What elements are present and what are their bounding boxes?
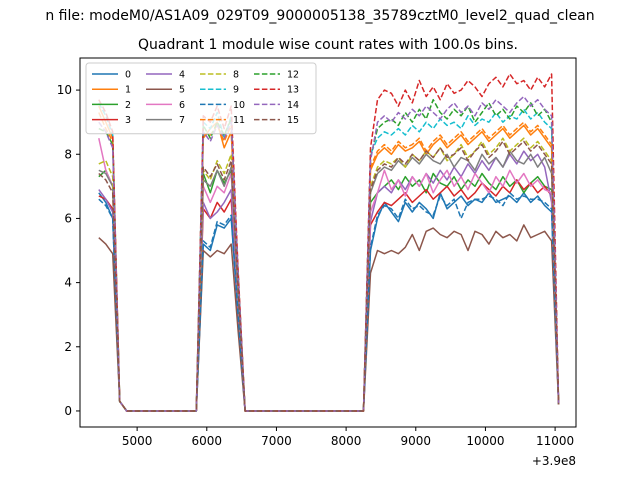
legend-entry-9: 9 [200, 85, 239, 96]
legend-label: 12 [287, 70, 299, 81]
x-axis: 5000 6000 7000 8000 9000 10000 11000 [122, 427, 574, 448]
y-tick-label: 0 [64, 404, 72, 418]
legend-entry-10: 10 [200, 100, 245, 111]
legend-label: 1 [125, 85, 131, 96]
series-line-15 [98, 140, 560, 412]
legend-entry-12: 12 [254, 70, 299, 81]
series-line-1 [98, 105, 560, 412]
legend-entry-7: 7 [146, 115, 185, 126]
legend-entry-5: 5 [146, 85, 185, 96]
legend-label: 13 [287, 85, 299, 96]
x-tick-label: 7000 [261, 434, 292, 448]
y-axis: 0 2 4 6 8 10 [57, 83, 80, 418]
legend-label: 6 [179, 100, 185, 111]
legend-label: 15 [287, 115, 299, 126]
series-line-0 [98, 192, 560, 412]
legend-label: 4 [179, 70, 185, 81]
y-tick-label: 8 [64, 147, 72, 161]
series-lines [98, 73, 560, 412]
x-tick-label: 9000 [401, 434, 432, 448]
y-tick-label: 2 [64, 340, 72, 354]
legend-entry-6: 6 [146, 100, 185, 111]
x-offset-label: +3.9e8 [532, 454, 576, 468]
series-line-8 [98, 137, 560, 412]
y-tick-10: 10 [57, 83, 80, 97]
y-tick-6: 6 [64, 211, 80, 225]
legend-label: 8 [233, 70, 239, 81]
x-tick-11000: 11000 [536, 427, 574, 448]
legend-entry-15: 15 [254, 115, 299, 126]
chart-title: Quadrant 1 module wise count rates with … [138, 37, 518, 53]
figure-suptitle: n file: modeM0/AS1A09_029T09_9000005138_… [45, 8, 594, 24]
series-line-6 [98, 138, 560, 412]
y-tick-0: 0 [64, 404, 80, 418]
x-tick-10000: 10000 [466, 427, 505, 448]
x-tick-8000: 8000 [331, 427, 362, 448]
legend-label: 10 [233, 100, 245, 111]
series-line-5 [98, 224, 560, 412]
y-tick-label: 6 [64, 211, 72, 225]
x-tick-7000: 7000 [261, 427, 292, 448]
x-tick-5000: 5000 [122, 427, 153, 448]
plot-frame [79, 57, 577, 428]
legend-label: 0 [125, 70, 131, 81]
x-tick-label: 5000 [122, 434, 153, 448]
y-tick-label: 4 [64, 276, 72, 290]
series-line-12 [98, 98, 560, 412]
series-line-3 [98, 179, 560, 412]
series-line-14 [98, 95, 560, 412]
legend-label: 9 [233, 85, 239, 96]
legend-label: 11 [233, 115, 245, 126]
legend-entry-11: 11 [200, 115, 245, 126]
y-tick-2: 2 [64, 340, 80, 354]
legend-entry-4: 4 [146, 70, 185, 81]
series-line-10 [98, 192, 560, 412]
y-tick-4: 4 [64, 276, 80, 290]
legend-label: 14 [287, 100, 299, 111]
legend-label: 7 [179, 115, 185, 126]
legend-label: 5 [179, 85, 185, 96]
x-tick-9000: 9000 [401, 427, 432, 448]
x-tick-6000: 6000 [192, 427, 223, 448]
x-tick-label: 10000 [466, 434, 504, 448]
series-line-9 [98, 102, 560, 412]
legend-entry-3: 3 [92, 115, 131, 126]
x-tick-label: 8000 [331, 434, 362, 448]
x-tick-label: 11000 [536, 434, 574, 448]
y-tick-8: 8 [64, 147, 80, 161]
x-tick-label: 6000 [192, 434, 223, 448]
legend-label: 3 [125, 115, 131, 126]
legend-entry-1: 1 [92, 85, 131, 96]
series-line-2 [98, 169, 560, 412]
legend-entry-13: 13 [254, 85, 299, 96]
legend-entry-8: 8 [200, 70, 239, 81]
legend-label: 2 [125, 100, 131, 111]
legend-entry-0: 0 [92, 70, 131, 81]
y-tick-label: 10 [57, 83, 72, 97]
legend-entry-2: 2 [92, 100, 131, 111]
legend-entry-14: 14 [254, 100, 299, 111]
